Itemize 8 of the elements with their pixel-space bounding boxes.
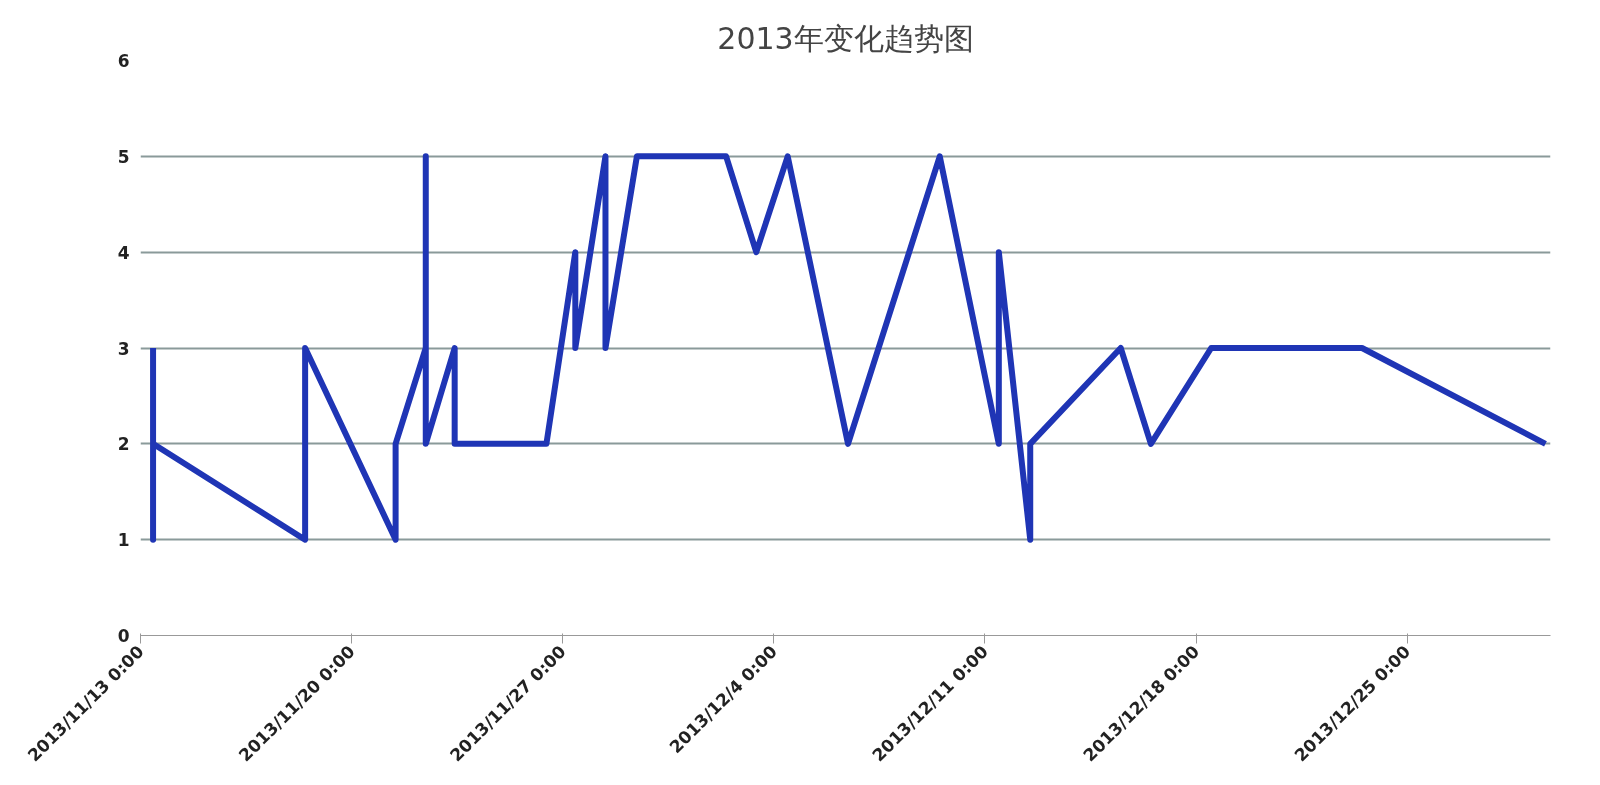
y-tick-label: 5 [117, 146, 130, 167]
y-tick-label: 3 [117, 338, 130, 359]
y-tick-label: 2 [117, 434, 130, 455]
y-tick-label: 4 [117, 242, 130, 263]
chart-title: 2013年变化趋势图 [717, 20, 974, 56]
y-tick-label: 0 [117, 626, 130, 646]
y-tick-label: 6 [117, 51, 130, 71]
y-tick-label: 1 [117, 530, 130, 551]
